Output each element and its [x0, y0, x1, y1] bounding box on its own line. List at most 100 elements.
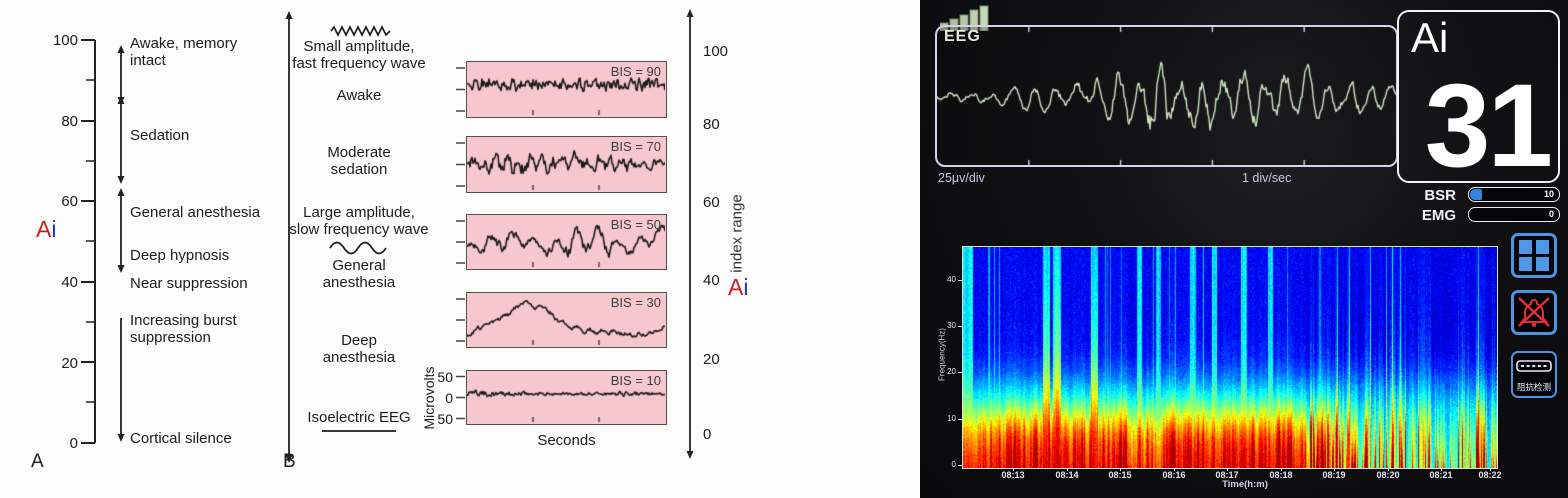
- spectrogram-x-tick-mark: [1067, 468, 1068, 471]
- spectrogram-y-tick: 30: [947, 321, 956, 330]
- spectrogram-y-tick-mark: [958, 465, 962, 466]
- axis-a-tick-100: 100: [52, 32, 78, 49]
- spectrogram-y-tick: 0: [951, 460, 956, 469]
- view-grid-button[interactable]: [1511, 233, 1557, 278]
- annotation-cortical: Cortical silence: [130, 430, 232, 447]
- spectrogram-x-tick-mark: [1013, 468, 1014, 471]
- ai-scale-figure: 100 80 60 40 20 0 Ai A Awake, memory int…: [0, 0, 920, 498]
- axis-b-tick-60: 60: [703, 194, 720, 211]
- spectrogram-y-tick-mark: [958, 419, 962, 420]
- spectrogram-x-axis-label: Time(h:m): [1222, 479, 1268, 490]
- range-arrow-shafts: [120, 16, 691, 456]
- axis-a-tick-20: 20: [61, 355, 78, 372]
- axis-b-tick-80: 80: [703, 116, 720, 133]
- bis-value-label: BIS = 50: [610, 217, 661, 232]
- alarm-off-button[interactable]: [1511, 290, 1557, 335]
- eeg-trace-box: EEG: [935, 25, 1398, 167]
- annotation-sedation: Sedation: [130, 127, 190, 144]
- bsr-bar-fill: [1470, 189, 1482, 200]
- impedance-strip-icon: [1516, 360, 1552, 372]
- spectrogram-y-axis-label: Frequency(Hz): [937, 328, 947, 381]
- figure-axes-arrows: [81, 9, 694, 463]
- uv-tick-0: 0: [445, 390, 453, 406]
- eeg-strip-bis-90: BIS = 90: [466, 61, 667, 118]
- impedance-check-button[interactable]: 阻抗检测: [1511, 351, 1557, 398]
- annotation-burst: Increasing burst suppression: [130, 312, 237, 346]
- impedance-button-label: 阻抗检测: [1516, 382, 1551, 392]
- spectrogram-x-tick: 08:22: [1478, 470, 1502, 480]
- spectrogram-x-tick: 08:13: [1001, 470, 1025, 480]
- spectrogram-x-tick-mark: [1174, 468, 1175, 471]
- eeg-trace-canvas: [937, 27, 1396, 165]
- spectrogram-x-tick: 08:15: [1108, 470, 1132, 480]
- eeg-monitor-panel: EEG 25μv/div 1 div/sec Ai 31 BSR 10 EMG …: [920, 0, 1568, 498]
- alarm-off-icon: [1518, 297, 1550, 327]
- spectrogram-x-tick-mark: [1227, 468, 1228, 471]
- bsr-label: BSR: [1424, 187, 1456, 204]
- state-large-amplitude: Large amplitude, slow frequency wave: [289, 204, 429, 238]
- spectrogram-x-tick: 08:19: [1322, 470, 1346, 480]
- axis-a-title-ai: Ai: [36, 216, 57, 242]
- arrowheads: [117, 9, 694, 463]
- spectrogram-y-tick: 20: [947, 367, 956, 376]
- spectrogram-x-tick: 08:20: [1376, 470, 1400, 480]
- axis-b-tick-100: 100: [703, 43, 729, 60]
- emg-label: EMG: [1421, 207, 1456, 224]
- panel-a-label: A: [31, 451, 44, 472]
- spectrogram-x-tick-mark: [1120, 468, 1121, 471]
- axis-b-title-ai: Ai: [728, 274, 749, 300]
- spectrogram-x-tick-mark: [1281, 468, 1282, 471]
- spectrogram-y-tick-mark: [958, 372, 962, 373]
- ai-index-title: Ai: [1411, 14, 1449, 61]
- bsr-value: 10: [1543, 189, 1554, 199]
- annotation-awake: Awake, memory intact: [130, 35, 238, 69]
- spectrogram-x-tick: 08:17: [1215, 470, 1239, 480]
- state-moderate: Moderate sedation: [327, 144, 391, 178]
- grid-view-icon: [1519, 240, 1549, 271]
- spectrogram-y-tick: 10: [947, 414, 956, 423]
- index-axis-minor-ticks: [86, 79, 95, 403]
- axis-b-tick-20: 20: [703, 351, 720, 368]
- spectrogram-plot: [962, 246, 1498, 469]
- spectrogram-canvas: [963, 247, 1497, 468]
- spectrogram-x-tick: 08:18: [1269, 470, 1293, 480]
- axis-a-tick-60: 60: [61, 193, 78, 210]
- fast-wave-icon: [330, 25, 391, 37]
- spectrogram-y-tick-mark: [958, 280, 962, 281]
- state-isoelectric: Isoelectric EEG: [307, 409, 411, 426]
- spectrogram-x-tick-mark: [1441, 468, 1442, 471]
- strips-x-axis-label: Seconds: [537, 432, 596, 449]
- axis-a-tick-40: 40: [61, 274, 78, 291]
- annotation-deep-hypnosis: Deep hypnosis: [130, 247, 230, 264]
- spectrogram-x-tick-mark: [1490, 468, 1491, 471]
- axis-a-tick-80: 80: [61, 113, 78, 130]
- spectrogram-x-tick: 08:14: [1055, 470, 1079, 480]
- spectrogram-x-tick-mark: [1334, 468, 1335, 471]
- spectrogram-x-tick-mark: [1388, 468, 1389, 471]
- axis-b-tick-0: 0: [703, 426, 712, 443]
- spectrogram-x-tick: 08:16: [1162, 470, 1186, 480]
- eeg-strip-bis-50: BIS = 50: [466, 214, 667, 270]
- axis-a-tick-0: 0: [69, 435, 78, 452]
- eeg-horizontal-scale: 1 div/sec: [1242, 171, 1292, 185]
- strip-scale-ticks: [456, 67, 465, 420]
- uv-tick-50-bot: 50: [437, 411, 453, 427]
- state-general: General anesthesia: [322, 257, 396, 291]
- eeg-trace-label: EEG: [944, 28, 981, 45]
- eeg-strip-bis-30: BIS = 30: [466, 292, 667, 348]
- bis-value-label: BIS = 10: [610, 373, 661, 388]
- state-awake: Awake: [336, 87, 382, 104]
- eeg-vertical-scale: 25μv/div: [938, 171, 985, 185]
- state-small-amplitude: Small amplitude, fast frequency wave: [292, 38, 426, 72]
- ai-value-box: Ai 31: [1397, 10, 1560, 185]
- emg-bar: 0: [1468, 207, 1560, 222]
- spectrogram-y-tick: 40: [947, 275, 956, 284]
- uv-tick-50-top: 50: [437, 369, 453, 385]
- axis-b-tick-40: 40: [703, 272, 720, 289]
- spectrogram-x-tick: 08:21: [1429, 470, 1453, 480]
- annotation-general: General anesthesia: [130, 204, 261, 221]
- index-range-label: index range: [728, 194, 746, 273]
- bsr-bar: 10: [1468, 187, 1560, 202]
- eeg-strip-bis-10: BIS = 10: [466, 370, 667, 425]
